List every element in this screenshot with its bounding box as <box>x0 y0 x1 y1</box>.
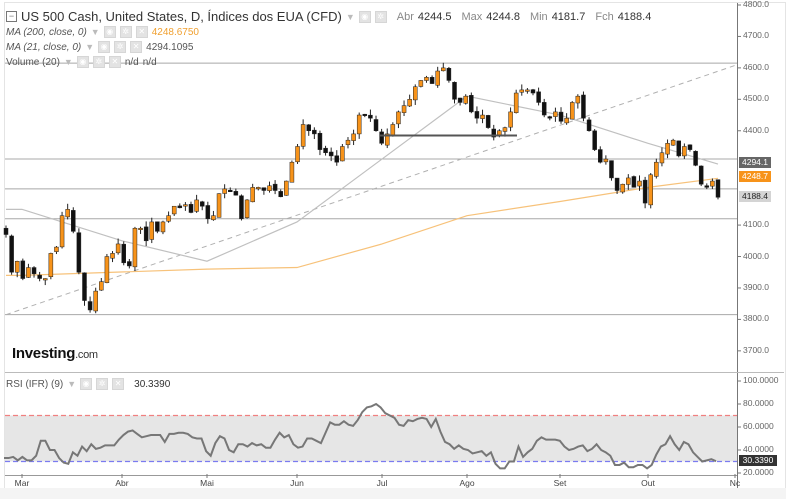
high-label: Max <box>461 10 483 23</box>
volume-label: Volume (20) <box>6 56 60 68</box>
rsi-value: 30.3390 <box>134 378 171 390</box>
eye-icon[interactable]: ◉ <box>80 378 93 390</box>
gear-icon[interactable]: ✲ <box>92 56 105 68</box>
ma200-label: MA (200, close, 0) <box>6 26 87 38</box>
ma21-legend: MA (21, close, 0) ▼ ◉ ✲ ✕ 4294.1095 <box>6 41 193 53</box>
month-tick-label: Set <box>553 478 567 488</box>
month-tick-label: Ago <box>459 478 475 488</box>
low-label: Min <box>529 10 548 23</box>
month-tick-label: Jun <box>290 478 304 488</box>
month-tick-label: Abr <box>115 478 129 488</box>
rsi-legend: RSI (IFR) (9) ▼ ◉ ✲ ✕ 30.3390 <box>6 378 170 390</box>
volume-legend: Volume (20) ▼ ◉ ✲ ✕ n/d n/d <box>6 56 157 68</box>
rsi-line <box>4 402 717 470</box>
eye-icon[interactable]: ◉ <box>76 56 89 68</box>
gear-icon[interactable]: ✲ <box>374 10 387 23</box>
low-value: 4181.7 <box>551 10 586 23</box>
month-tick-label: Nc <box>729 478 741 488</box>
month-tick-label: Mar <box>14 478 30 488</box>
month-tick-label: Out <box>641 478 655 488</box>
price-tick-label: 4000.0 <box>743 250 769 261</box>
price-tick-label: 4700.0 <box>743 30 769 41</box>
ma200-price-tag: 4248.7 <box>739 171 771 182</box>
price-axis-ticks <box>737 4 741 352</box>
open-value: 4244.5 <box>417 10 452 23</box>
gear-icon[interactable]: ✲ <box>114 41 127 53</box>
rsi-band <box>5 414 737 463</box>
close-icon[interactable]: ✕ <box>135 26 148 38</box>
month-tick-label: Jul <box>376 478 388 488</box>
gear-icon[interactable]: ✲ <box>96 378 109 390</box>
gear-icon[interactable]: ✲ <box>119 26 132 38</box>
horizontal-lines[interactable] <box>5 62 737 316</box>
eye-icon[interactable]: ◉ <box>358 10 371 23</box>
footer-strip <box>0 488 786 499</box>
close-value: 4188.4 <box>617 10 652 23</box>
price-tick-label: 4500.0 <box>743 93 769 104</box>
time-axis-ticks <box>21 474 736 478</box>
close-icon[interactable]: ✕ <box>112 378 125 390</box>
close-icon[interactable]: ✕ <box>130 41 143 53</box>
eye-icon[interactable]: ◉ <box>103 26 116 38</box>
rsi-value-tag: 30.3390 <box>739 455 777 466</box>
ma21-price-tag: 4294.1 <box>739 157 771 168</box>
chevron-down-icon[interactable]: ▼ <box>90 27 100 37</box>
chevron-down-icon[interactable]: ▼ <box>63 57 73 67</box>
rsi-tick-label: 60.0000 <box>743 421 774 431</box>
instrument-legend: − US 500 Cash, United States, D, Índices… <box>6 9 651 24</box>
ma200-value: 4248.6750 <box>151 26 199 38</box>
rsi-tick-label: 40.0000 <box>743 444 774 454</box>
rsi-label: RSI (IFR) (9) <box>6 378 64 390</box>
ma200-legend: MA (200, close, 0) ▼ ◉ ✲ ✕ 4248.6750 <box>6 26 199 38</box>
rsi-tick-label: 80.0000 <box>743 398 774 408</box>
close-price-tag: 4188.4 <box>739 191 771 202</box>
close-label: Fch <box>595 10 614 23</box>
high-value: 4244.8 <box>486 10 520 23</box>
volume-value-2: n/d <box>142 56 157 68</box>
rsi-tick-label: 100.0000 <box>743 375 779 385</box>
price-tick-label: 4400.0 <box>743 124 769 135</box>
price-tick-label: 4600.0 <box>743 61 769 72</box>
chevron-down-icon[interactable]: ▼ <box>85 42 95 52</box>
collapse-icon[interactable]: − <box>6 11 17 22</box>
rsi-axis-ticks <box>737 380 741 474</box>
chevron-down-icon[interactable]: ▼ <box>67 379 77 389</box>
price-tick-label: 4800.0 <box>743 0 769 9</box>
logo-brand: Investing <box>12 345 76 362</box>
volume-value-1: n/d <box>124 56 139 68</box>
month-tick-label: Mai <box>200 478 214 488</box>
ma21-value: 4294.1095 <box>146 41 194 53</box>
candlesticks <box>3 62 721 314</box>
open-label: Abr <box>396 10 414 23</box>
eye-icon[interactable]: ◉ <box>98 41 111 53</box>
trendline[interactable] <box>5 64 738 316</box>
price-tick-label: 3700.0 <box>743 344 769 355</box>
price-tick-label: 3800.0 <box>743 313 769 324</box>
chevron-down-icon[interactable]: ▼ <box>345 11 355 22</box>
price-tick-label: 4100.0 <box>743 219 769 230</box>
logo-suffix: .com <box>75 349 98 361</box>
instrument-title: US 500 Cash, United States, D, Índices d… <box>21 9 342 24</box>
close-icon[interactable]: ✕ <box>108 56 121 68</box>
rsi-tick-label: 20.0000 <box>743 467 774 477</box>
price-tick-label: 3900.0 <box>743 281 769 292</box>
ma21-label: MA (21, close, 0) <box>6 41 82 53</box>
investing-logo: Investing.com <box>12 345 98 362</box>
